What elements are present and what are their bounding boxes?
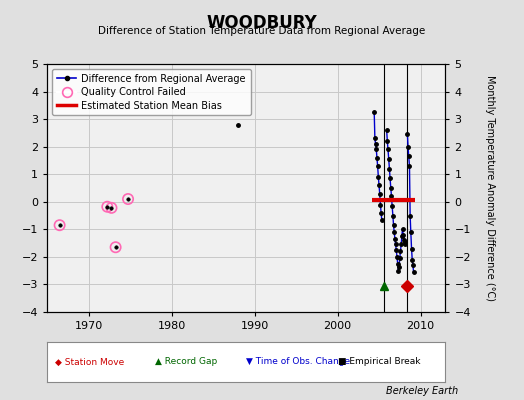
Text: Berkeley Earth: Berkeley Earth xyxy=(386,386,458,396)
Y-axis label: Monthly Temperature Anomaly Difference (°C): Monthly Temperature Anomaly Difference (… xyxy=(485,75,495,301)
Point xyxy=(112,244,120,250)
Point xyxy=(103,204,112,210)
Text: ■ Empirical Break: ■ Empirical Break xyxy=(338,358,420,366)
Text: Difference of Station Temperature Data from Regional Average: Difference of Station Temperature Data f… xyxy=(99,26,425,36)
Text: WOODBURY: WOODBURY xyxy=(206,14,318,32)
Point xyxy=(103,204,112,210)
Point xyxy=(124,196,132,202)
Point xyxy=(107,205,116,211)
Point xyxy=(56,222,64,228)
Point xyxy=(124,196,132,202)
Point xyxy=(56,222,64,228)
Text: ▲ Record Gap: ▲ Record Gap xyxy=(155,358,217,366)
Point xyxy=(107,205,116,211)
Text: ◆ Station Move: ◆ Station Move xyxy=(55,358,124,366)
Legend: Difference from Regional Average, Quality Control Failed, Estimated Station Mean: Difference from Regional Average, Qualit… xyxy=(52,69,250,115)
Point xyxy=(112,244,120,250)
Text: ▼ Time of Obs. Change: ▼ Time of Obs. Change xyxy=(246,358,351,366)
